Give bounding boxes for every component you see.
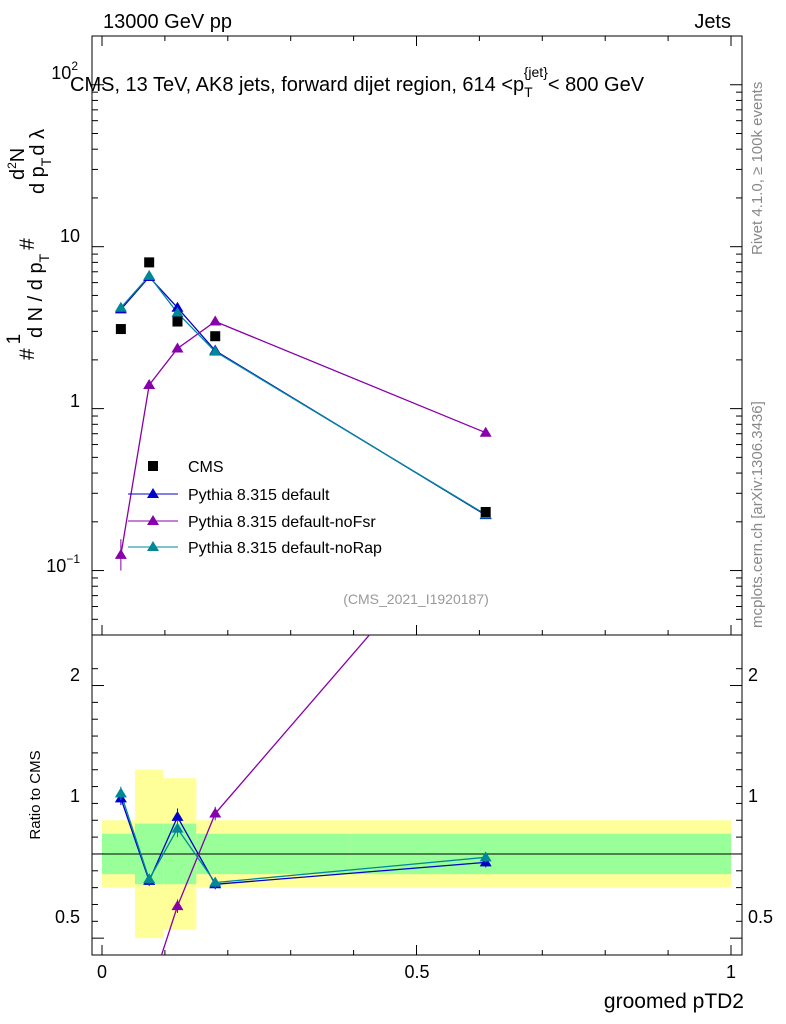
- point-nofsr: [209, 315, 222, 326]
- svg-text:d2N: d2N: [5, 148, 29, 180]
- svg-text:d N / d pT#: d N / d pT#: [16, 238, 52, 338]
- legend-label-nofsr: Pythia 8.315 default-noFsr: [188, 514, 376, 531]
- plot-title: CMS, 13 TeV, AK8 jets, forward dijet reg…: [70, 64, 645, 100]
- data-point-cms: [144, 257, 155, 268]
- x-tick-label-0.5: 0.5: [404, 962, 429, 982]
- point-norap: [143, 269, 156, 280]
- legend: CMS Pythia 8.315 default Pythia 8.315 de…: [128, 459, 382, 557]
- mcplots-label: mcplots.cern.ch [arXiv:1306.3436]: [749, 401, 766, 628]
- legend-marker-nofsr: [147, 515, 159, 525]
- legend-marker-default: [147, 488, 159, 498]
- legend-marker-norap: [147, 541, 159, 551]
- data-point-cms: [115, 324, 126, 335]
- point-norap: [114, 301, 127, 312]
- header-left: 13000 GeV pp: [103, 11, 232, 33]
- legend-label-norap: Pythia 8.315 default-noRap: [188, 540, 382, 557]
- point-norap: [209, 345, 222, 356]
- ratio-tick-0.5-left: 0.5: [55, 907, 80, 927]
- ratio-point-norap: [209, 876, 222, 887]
- ratio-point-default: [171, 810, 184, 821]
- legend-label-cms: CMS: [188, 459, 224, 476]
- y-tick-label-1: 1: [70, 391, 80, 411]
- axes: [92, 35, 742, 955]
- y-tick-label-0.1: 10−1: [46, 552, 80, 576]
- y-tick-label-10: 10: [60, 226, 80, 246]
- point-nofsr: [479, 426, 492, 437]
- data-point-cms: [480, 506, 491, 517]
- ratio-point-nofsr: [143, 987, 155, 997]
- ratio-tick-2-left: 2: [70, 665, 80, 685]
- x-axis-title: groomed pTD2: [604, 990, 744, 1013]
- header-right: Jets: [694, 11, 731, 33]
- point-default: [171, 301, 184, 312]
- ratio-point-nofsr: [480, 494, 492, 504]
- svg-text:#1: #1: [4, 334, 39, 360]
- y-tick-label-100: 102: [51, 59, 78, 83]
- ratio-point-nofsr: [115, 1010, 127, 1020]
- ratio-point-norap: [143, 873, 156, 884]
- x-tick-label-1: 1: [726, 962, 736, 982]
- ratio-tick-1-left: 1: [70, 786, 80, 806]
- point-nofsr: [171, 342, 184, 353]
- ratio-point-nofsr: [209, 807, 222, 818]
- data-marks: [114, 257, 492, 1020]
- ratio-point-norap: [479, 851, 492, 862]
- ratio-point-norap: [114, 787, 127, 798]
- ratio-tick-0.5-right: 0.5: [748, 907, 773, 927]
- point-norap: [171, 306, 184, 317]
- ratio-line-nofsr: [160, 635, 371, 955]
- data-point-cms: [210, 331, 221, 342]
- legend-marker-cms: [148, 461, 158, 471]
- ratio-point-nofsr: [171, 900, 184, 911]
- ratio-tick-2-right: 2: [748, 665, 758, 685]
- data-point-cms: [172, 316, 183, 327]
- ratio-point-norap: [171, 822, 184, 833]
- analysis-watermark: (CMS_2021_I1920187): [343, 591, 489, 607]
- x-tick-label-0: 0: [97, 962, 107, 982]
- legend-label-default: Pythia 8.315 default: [188, 487, 330, 504]
- svg-text:d pTd λ: d pTd λ: [27, 129, 54, 194]
- point-nofsr: [143, 378, 156, 389]
- ratio-y-title: Ratio to CMS: [27, 750, 44, 839]
- rivet-label: Rivet 4.1.0, ≥ 100k events: [749, 82, 766, 255]
- y-axis-title: #1 d N / d pT# d2N d pTd λ: [4, 129, 54, 360]
- ratio-tick-1-right: 1: [748, 786, 758, 806]
